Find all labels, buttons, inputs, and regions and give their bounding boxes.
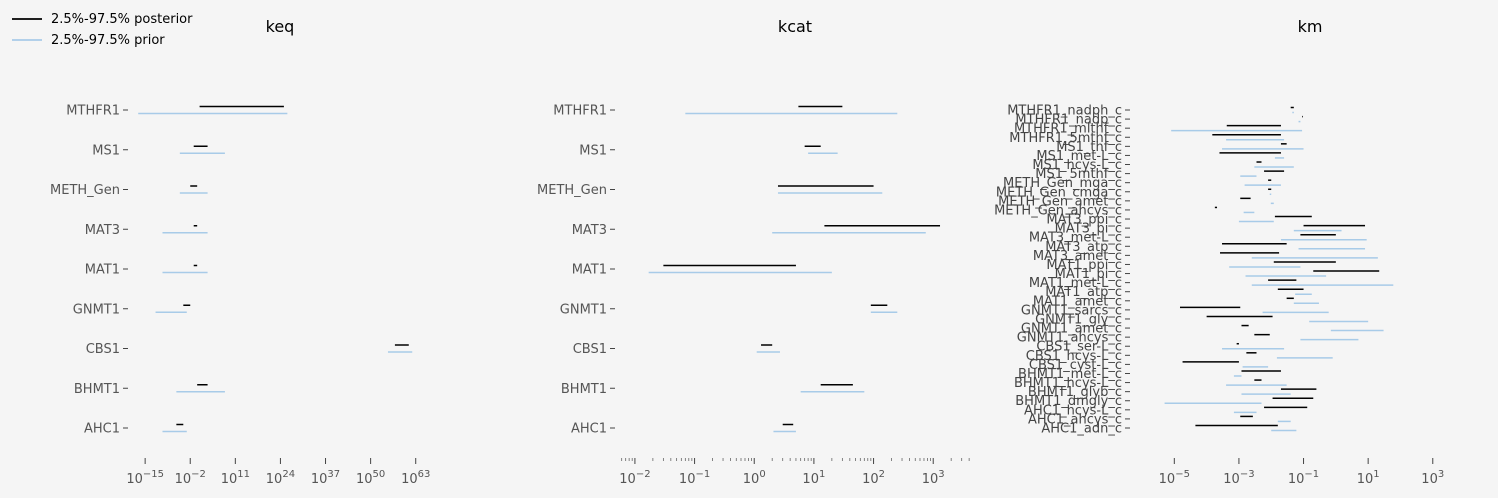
category-label: MAT3_met-L_c — [1029, 231, 1122, 246]
category-label: MS1 — [579, 143, 607, 158]
x-tick-label: 1063 — [401, 469, 430, 487]
category-label: MAT3 — [572, 223, 607, 238]
x-tick-label: 10−2 — [619, 469, 650, 487]
x-tick-label: 10−15 — [126, 469, 164, 487]
panel-keq: keq 10−15 10−2 1011 1024 1037 1050 1063 MTHFR1 MS… — [50, 17, 430, 487]
category-label: MAT1_pi_c — [1055, 267, 1122, 282]
category-label: MTHFR1 — [66, 104, 120, 119]
category-label: MAT1 — [572, 263, 607, 278]
category-label: METH_Gen_cmga_c — [996, 185, 1122, 200]
category-label: BHMT1_glyb_c — [1028, 385, 1122, 400]
category-label: MAT1 — [85, 263, 120, 278]
x-tick-label: 1037 — [311, 469, 340, 487]
legend: 2.5%-97.5% posterior 2.5%-97.5% prior — [12, 12, 193, 48]
category-label: GNMT1_gly_c — [1035, 312, 1122, 327]
panel-title-kcat: kcat — [778, 17, 812, 36]
category-label: MAT3_ppi_c — [1046, 213, 1122, 228]
x-tick-label: 10−1 — [679, 469, 710, 487]
x-tick-label: 101 — [802, 469, 825, 487]
panel-title-keq: keq — [266, 17, 295, 36]
category-label: GNMT1_amet_c — [1021, 322, 1122, 337]
category-label: MAT3_amet_c — [1033, 249, 1122, 264]
category-label: AHC1_ahcys_c — [1028, 412, 1122, 427]
category-label: BHMT1_met-L_c — [1018, 367, 1122, 382]
x-tick-label: 101 — [1357, 469, 1380, 487]
legend-posterior-label: 2.5%-97.5% posterior — [51, 12, 193, 27]
category-label: MAT3_atp_c — [1045, 240, 1122, 255]
x-tick-label: 1050 — [356, 469, 385, 487]
category-label: GNMT1 — [560, 302, 607, 317]
category-label: METH_Gen_mga_c — [1003, 176, 1122, 191]
category-label: AHC1 — [84, 422, 120, 437]
category-label: AHC1_hcys-L_c — [1024, 403, 1122, 418]
x-tick-label: 100 — [743, 469, 766, 487]
category-label: MTHFR1 — [553, 104, 607, 119]
category-label: MS1_thf_c — [1056, 140, 1122, 155]
category-label: BHMT1_hcys-L_c — [1014, 376, 1122, 391]
category-label: MTHFR1_nadph_c — [1007, 104, 1122, 119]
category-label: MS1_hcys-L_c — [1032, 158, 1122, 173]
category-label: MAT3 — [85, 223, 120, 238]
category-label: MS1_5mthf_c — [1035, 167, 1122, 182]
category-label: MS1 — [92, 143, 120, 158]
x-tick-label: 10−5 — [1159, 469, 1190, 487]
category-label: GNMT1_sarcs_c — [1021, 303, 1122, 318]
x-tick-label: 10−3 — [1223, 469, 1254, 487]
x-tick-label: 10−1 — [1288, 469, 1319, 487]
category-label: AHC1 — [571, 422, 607, 437]
category-label: MAT1_atp_c — [1045, 285, 1122, 300]
category-label: METH_Gen — [537, 183, 607, 198]
category-label: METH_Gen_amet_c — [998, 194, 1122, 209]
category-label: BHMT1 — [561, 382, 607, 397]
category-label: BHMT1_dmgly_c — [1015, 394, 1122, 409]
panel-kcat: kcat 10−2 10−1 100 101 102 103 MTHFR1 MS1 METH_Ge… — [537, 17, 970, 487]
category-label: GNMT1 — [73, 302, 120, 317]
category-label: METH_Gen_ahcys_c — [994, 203, 1122, 218]
category-label: AHC1_adn_c — [1041, 422, 1122, 437]
x-tick-label: 103 — [922, 469, 945, 487]
x-tick-label: 1024 — [266, 469, 295, 487]
category-label: MS1_met-L_c — [1036, 149, 1122, 164]
category-label: CBS1 — [86, 342, 120, 357]
category-label: CBS1_cyst-L_c — [1029, 358, 1122, 373]
x-tick-label: 10−2 — [175, 469, 206, 487]
category-label: CBS1 — [573, 342, 607, 357]
category-label: BHMT1 — [74, 382, 120, 397]
category-label: METH_Gen — [50, 183, 120, 198]
category-label: MAT1_met-L_c — [1029, 276, 1122, 291]
category-label: MTHFR1_mlthf_c — [1014, 122, 1122, 137]
category-label: MTHFR1_5mthf_c — [1009, 131, 1122, 146]
x-tick-label: 1011 — [221, 469, 250, 487]
category-label: MTHFR1_nadp_c — [1015, 113, 1122, 128]
panel-title-km: km — [1298, 17, 1323, 36]
category-label: MAT1_ppi_c — [1046, 258, 1122, 273]
category-label: MAT3_pi_c — [1055, 222, 1122, 237]
legend-prior-label: 2.5%-97.5% prior — [51, 33, 165, 48]
x-tick-label: 103 — [1421, 469, 1444, 487]
x-tick-label: 102 — [862, 469, 885, 487]
category-label: MAT1_amet_c — [1033, 294, 1122, 309]
category-label: CBS1_hcys-L_c — [1026, 349, 1122, 364]
category-label: GNMT1_ahcys_c — [1017, 331, 1122, 346]
category-label: CBS1_ser-L_c — [1036, 340, 1122, 355]
